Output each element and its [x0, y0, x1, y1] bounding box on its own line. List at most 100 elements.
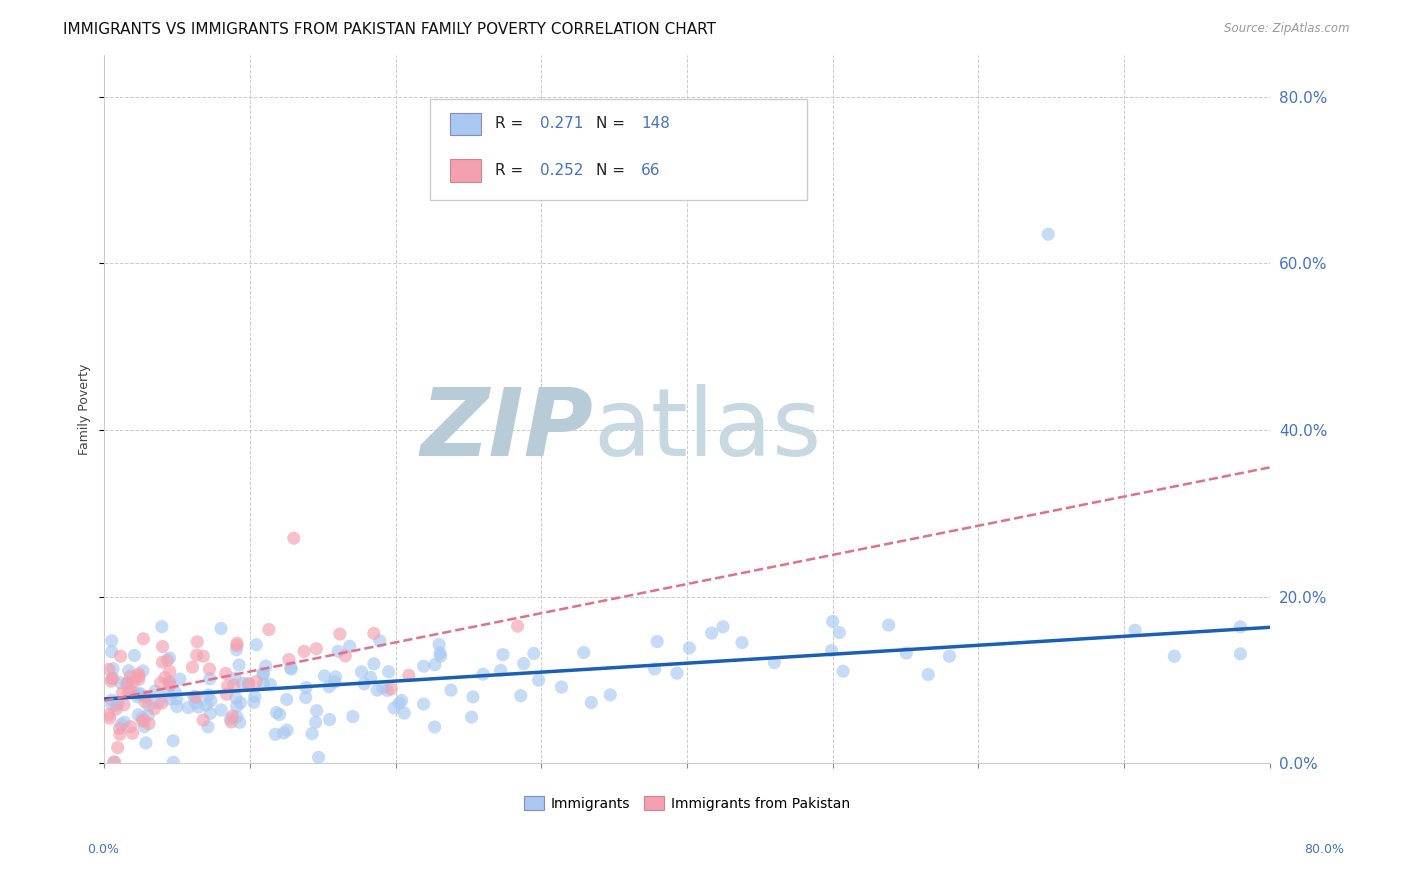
- Point: [398, 668, 420, 682]
- Point: [877, 618, 900, 632]
- Point: [224, 671, 246, 685]
- Point: [131, 710, 153, 724]
- Text: 0.0%: 0.0%: [87, 843, 118, 856]
- Point: [427, 638, 450, 652]
- Point: [138, 698, 160, 713]
- Point: [326, 644, 349, 658]
- Point: [581, 696, 603, 710]
- Point: [294, 690, 316, 705]
- Point: [149, 676, 172, 690]
- Point: [820, 643, 842, 657]
- Point: [339, 640, 361, 654]
- Point: [266, 706, 288, 720]
- Point: [245, 638, 267, 652]
- Point: [111, 686, 134, 700]
- Point: [644, 662, 666, 676]
- Point: [461, 690, 484, 704]
- Point: [219, 712, 242, 726]
- Point: [492, 648, 515, 662]
- Point: [143, 684, 166, 698]
- Point: [1036, 227, 1059, 242]
- Point: [103, 755, 125, 769]
- Point: [128, 673, 150, 687]
- Point: [377, 665, 399, 679]
- Point: [325, 670, 347, 684]
- Y-axis label: Family Poverty: Family Poverty: [79, 363, 91, 455]
- Point: [314, 669, 336, 683]
- Point: [134, 690, 156, 704]
- Point: [412, 659, 434, 673]
- Point: [273, 726, 295, 740]
- Point: [97, 707, 120, 722]
- Point: [127, 707, 149, 722]
- Point: [217, 679, 239, 693]
- Point: [280, 661, 302, 675]
- Point: [117, 685, 139, 699]
- Point: [193, 649, 215, 664]
- Point: [112, 698, 135, 712]
- Point: [665, 666, 688, 681]
- Point: [121, 726, 143, 740]
- Legend: Immigrants, Immigrants from Pakistan: Immigrants, Immigrants from Pakistan: [519, 791, 855, 816]
- Point: [423, 657, 446, 672]
- Point: [678, 640, 700, 655]
- Point: [308, 750, 330, 764]
- Point: [295, 681, 318, 695]
- Point: [645, 634, 668, 648]
- Point: [731, 635, 754, 649]
- Point: [412, 697, 434, 711]
- Point: [350, 665, 373, 679]
- Point: [134, 720, 156, 734]
- Point: [225, 699, 247, 714]
- Point: [112, 715, 135, 730]
- Point: [183, 690, 205, 704]
- Point: [440, 683, 463, 698]
- Point: [132, 632, 155, 646]
- Point: [304, 715, 326, 730]
- Text: R =: R =: [495, 163, 529, 178]
- Point: [100, 633, 122, 648]
- Point: [117, 676, 139, 690]
- Point: [186, 635, 208, 649]
- Point: [156, 653, 179, 667]
- Point: [166, 699, 188, 714]
- Point: [423, 720, 446, 734]
- Point: [100, 645, 122, 659]
- Point: [129, 687, 152, 701]
- Point: [366, 683, 388, 698]
- Point: [228, 715, 250, 730]
- Point: [763, 656, 786, 670]
- Point: [159, 674, 181, 689]
- Point: [245, 674, 267, 689]
- Point: [156, 684, 179, 698]
- Point: [100, 698, 122, 712]
- Point: [195, 698, 218, 712]
- Point: [225, 642, 247, 657]
- Point: [135, 690, 157, 705]
- Point: [363, 626, 385, 640]
- Point: [1123, 624, 1146, 638]
- Point: [280, 662, 302, 676]
- Point: [215, 666, 238, 681]
- Point: [228, 657, 250, 672]
- Point: [371, 681, 394, 695]
- Point: [108, 722, 131, 736]
- Point: [264, 727, 287, 741]
- Point: [323, 675, 346, 690]
- Point: [335, 648, 357, 663]
- Point: [127, 690, 149, 704]
- Point: [169, 672, 191, 686]
- Point: [165, 685, 187, 699]
- Point: [380, 681, 402, 696]
- Point: [472, 667, 495, 681]
- Point: [177, 700, 200, 714]
- Point: [229, 696, 252, 710]
- Point: [162, 733, 184, 747]
- Point: [394, 706, 416, 720]
- Point: [100, 693, 122, 707]
- Point: [200, 694, 222, 708]
- Point: [128, 667, 150, 681]
- Point: [276, 723, 298, 738]
- Point: [232, 676, 254, 690]
- Point: [197, 720, 219, 734]
